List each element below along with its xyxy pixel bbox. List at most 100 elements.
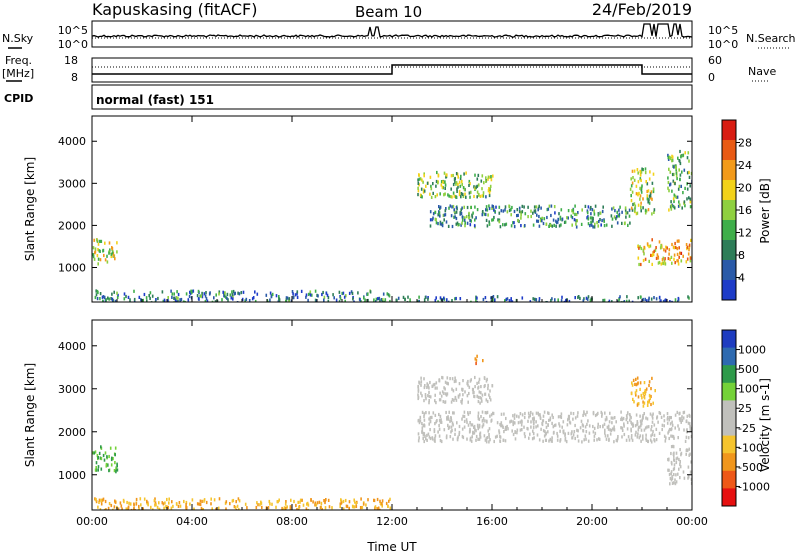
power-cell [649, 244, 652, 248]
power-cell [675, 166, 677, 170]
power-cell [183, 300, 185, 302]
power-cell [291, 290, 294, 294]
velocity-cell [478, 377, 481, 381]
power-cell [232, 295, 234, 299]
power-cell [682, 153, 685, 157]
power-cell [448, 206, 450, 210]
velocity-cell [684, 439, 687, 443]
power-cell [574, 296, 576, 300]
colorbar-swatch [722, 140, 736, 161]
velocity-cell [544, 429, 546, 434]
power-cell [179, 298, 181, 302]
velocity-cell [629, 413, 631, 417]
velocity-cell [635, 430, 637, 434]
power-cell [651, 181, 654, 185]
velocity-cell [513, 413, 516, 417]
power-cell [669, 300, 671, 302]
power-cell [638, 191, 640, 195]
power-cell [673, 165, 675, 169]
power-panel-frame [91, 115, 693, 303]
velocity-cell [519, 412, 522, 416]
velocity-cell [423, 423, 425, 427]
velocity-cell [553, 423, 556, 428]
velocity-cell [485, 398, 488, 402]
power-cell [296, 292, 298, 296]
power-cell [473, 194, 475, 199]
velocity-cell [473, 390, 475, 395]
power-cell [99, 292, 102, 296]
power-cell [637, 245, 639, 249]
power-cell [589, 298, 592, 302]
velocity-cell [434, 434, 437, 438]
velocity-cell [671, 423, 674, 427]
velocity-cell [449, 435, 452, 439]
velocity-cell [655, 427, 658, 431]
velocity-cell [452, 423, 454, 427]
velocity-cell [493, 439, 495, 444]
velocity-cell [298, 505, 300, 509]
velocity-cell [275, 505, 277, 509]
power-cell [539, 219, 542, 223]
power-cell [637, 192, 639, 196]
velocity-cell [111, 456, 113, 460]
power-cell [367, 298, 369, 302]
velocity-cell [675, 451, 678, 455]
velocity-cell [572, 417, 574, 421]
power-cell [417, 178, 419, 182]
power-cell [476, 296, 478, 300]
velocity-cell [428, 399, 430, 403]
velocity-cell [236, 504, 239, 508]
velocity-cell [359, 506, 362, 510]
velocity-cell [488, 427, 491, 431]
velocity-cell [289, 506, 292, 510]
velocity-cell [461, 398, 463, 402]
power-cell [457, 182, 459, 186]
velocity-cell [512, 420, 514, 424]
colorbar-tick-label: 16 [738, 204, 752, 217]
velocity-cell [680, 420, 682, 424]
velocity-cell [680, 453, 682, 457]
power-cell [233, 292, 236, 296]
velocity-cell [388, 499, 390, 503]
power-cell [596, 221, 598, 225]
power-cell [535, 298, 538, 302]
velocity-cell [668, 427, 671, 432]
velocity-cell [516, 428, 519, 432]
power-cell [593, 212, 596, 216]
power-cell [628, 214, 631, 218]
velocity-cell [646, 417, 649, 421]
velocity-cell [633, 400, 635, 404]
power-cell [441, 185, 444, 189]
power-cell [496, 295, 499, 299]
power-cell [619, 295, 621, 299]
power-cell [177, 292, 180, 297]
power-cell [688, 159, 690, 163]
power-cell [93, 238, 95, 242]
power-cell [456, 187, 458, 191]
power-cell [667, 157, 670, 161]
velocity-cell [671, 476, 674, 481]
power-cell [431, 218, 434, 222]
power-cell [305, 295, 307, 299]
velocity-cell [175, 502, 178, 506]
velocity-cell [553, 430, 555, 434]
colorbar-swatch [722, 220, 736, 241]
velocity-cell [637, 428, 640, 432]
velocity-cell [442, 400, 445, 404]
power-cell [189, 290, 191, 294]
freq-panel: Freq. [MHz] 18 8 60 0 Nave [2, 54, 776, 84]
velocity-cell [674, 478, 676, 482]
velocity-cell [496, 434, 498, 438]
velocity-cell [570, 411, 572, 415]
velocity-cell [385, 501, 388, 506]
velocity-cell [670, 470, 673, 474]
power-cell [174, 299, 177, 302]
power-cell [589, 224, 591, 228]
power-cell [218, 292, 220, 296]
power-cell [508, 299, 511, 302]
velocity-cell [688, 453, 690, 457]
velocity-cell [100, 457, 103, 461]
velocity-cell [630, 434, 633, 438]
velocity-cell [527, 419, 529, 423]
power-cell [656, 253, 659, 257]
